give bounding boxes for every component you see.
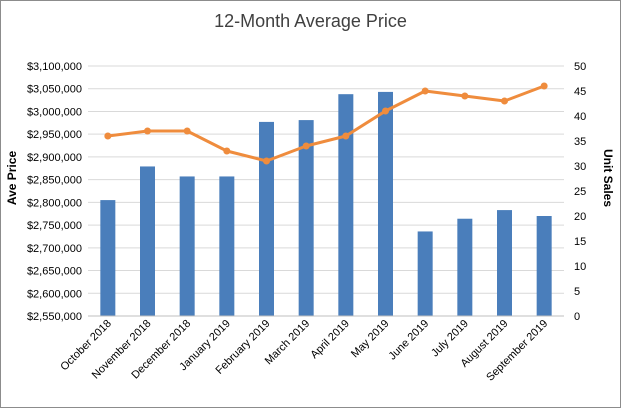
y2-tick-label: 0 [574,311,580,323]
y2-tick-label: 30 [574,161,586,173]
y-tick-label: $2,550,000 [27,311,82,323]
y2-tick-label: 45 [574,86,586,98]
line-point [263,157,270,165]
y2-tick-label: 35 [574,136,586,148]
chart-title: 12-Month Average Price [214,11,407,31]
bar [378,91,393,316]
y2-tick-label: 40 [574,111,586,123]
y2-tick-label: 15 [574,236,586,248]
bar [338,94,354,316]
y2-tick-label: 20 [574,211,586,223]
x-tick-label: July 2019 [429,318,471,360]
y2-tick-label: 25 [574,186,586,198]
y2-tick-label: 5 [574,286,580,298]
x-tick-label: June 2019 [386,318,431,363]
line-point [144,127,151,135]
bar [298,120,314,316]
y-tick-label: $2,650,000 [27,266,82,278]
bar [497,210,512,316]
y-tick-label: $2,900,000 [27,152,82,164]
y-tick-label: $2,850,000 [27,175,82,187]
bar [536,216,552,316]
line-point [104,132,112,140]
y-tick-label: $2,750,000 [27,220,82,232]
line-point [342,132,350,140]
y-tick-label: $3,000,000 [27,106,82,118]
line-point [382,107,389,115]
y-tick-label: $2,950,000 [27,129,82,141]
line-point [183,127,191,135]
y2-tick-label: 10 [574,261,586,273]
bar [417,231,433,316]
y-tick-label: $3,100,000 [27,61,82,73]
bar [140,166,155,316]
bar [259,121,274,316]
x-tick-label: April 2019 [308,318,352,362]
bar [457,218,473,316]
bar [100,200,116,316]
y-tick-label: $3,050,000 [27,84,82,96]
y-tick-label: $2,800,000 [27,197,82,209]
line-point [461,92,469,100]
y-tick-label: $2,700,000 [27,243,82,255]
bar [219,176,235,316]
bar [179,176,195,316]
line-point [540,82,548,90]
line-point [302,142,310,150]
y2-tick-label: 50 [574,61,586,73]
line-point [223,147,231,155]
series-line [107,84,545,163]
y-tick-label: $2,600,000 [27,288,82,300]
line-point [501,97,508,105]
line-point [421,87,429,95]
